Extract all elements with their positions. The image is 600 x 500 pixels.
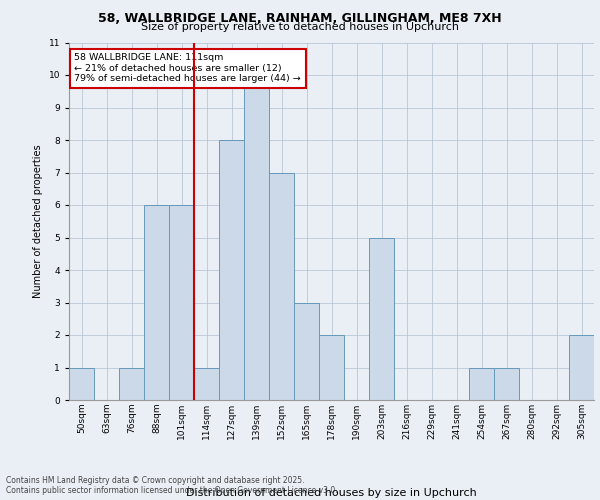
Text: Contains HM Land Registry data © Crown copyright and database right 2025.
Contai: Contains HM Land Registry data © Crown c… bbox=[6, 476, 338, 495]
Bar bbox=[269, 172, 294, 400]
Bar bbox=[319, 335, 344, 400]
Text: Size of property relative to detached houses in Upchurch: Size of property relative to detached ho… bbox=[141, 22, 459, 32]
Y-axis label: Number of detached properties: Number of detached properties bbox=[33, 144, 43, 298]
Bar bbox=[119, 368, 144, 400]
X-axis label: Distribution of detached houses by size in Upchurch: Distribution of detached houses by size … bbox=[186, 488, 477, 498]
Bar bbox=[244, 75, 269, 400]
Text: 58 WALLBRIDGE LANE: 111sqm
← 21% of detached houses are smaller (12)
79% of semi: 58 WALLBRIDGE LANE: 111sqm ← 21% of deta… bbox=[74, 53, 301, 83]
Bar bbox=[494, 368, 519, 400]
Bar bbox=[169, 205, 194, 400]
Bar bbox=[369, 238, 394, 400]
Bar bbox=[469, 368, 494, 400]
Bar bbox=[219, 140, 244, 400]
Bar bbox=[144, 205, 169, 400]
Text: 58, WALLBRIDGE LANE, RAINHAM, GILLINGHAM, ME8 7XH: 58, WALLBRIDGE LANE, RAINHAM, GILLINGHAM… bbox=[98, 12, 502, 26]
Bar bbox=[194, 368, 219, 400]
Bar bbox=[569, 335, 594, 400]
Bar bbox=[294, 302, 319, 400]
Bar bbox=[69, 368, 94, 400]
